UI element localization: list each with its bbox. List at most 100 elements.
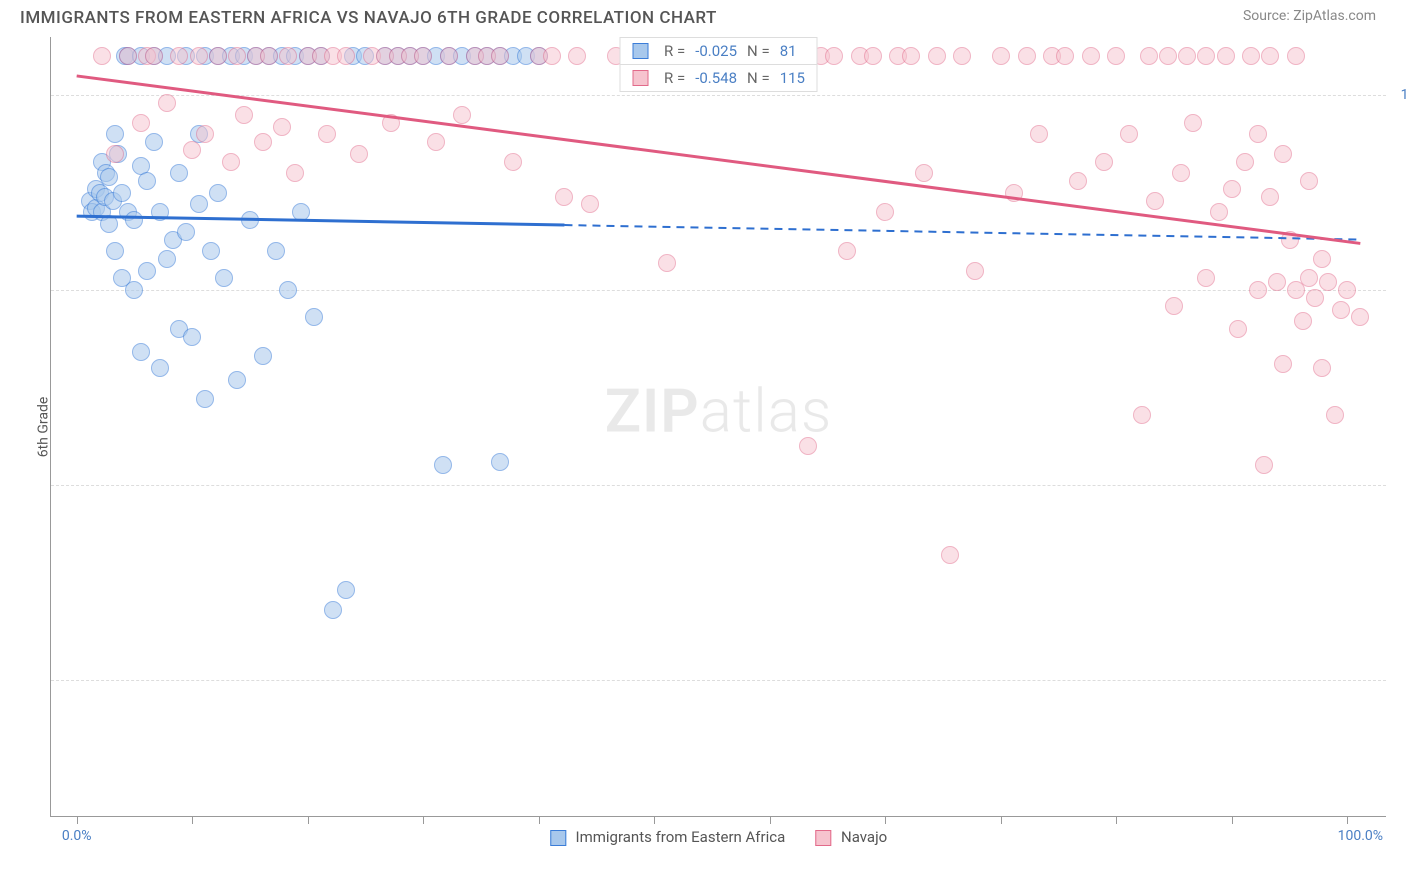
data-point [1249,281,1267,299]
data-point [1107,47,1125,65]
legend-swatch-series-b [632,70,648,86]
data-point [138,172,156,190]
x-tick [885,816,886,824]
data-point [106,145,124,163]
data-point [382,114,400,132]
trend-line [77,216,565,225]
data-point [1172,164,1190,182]
data-point [1159,47,1177,65]
data-point [568,47,586,65]
data-point [1069,172,1087,190]
grid-line [51,290,1386,291]
x-tick-label-left: 0.0% [62,828,92,844]
legend-row-series-a: R = -0.025 N = 81 [620,38,817,65]
x-tick-label-right: 100.0% [1338,828,1383,844]
legend-n-value: 115 [780,69,805,87]
data-point [434,456,452,474]
data-point [1184,114,1202,132]
data-point [177,223,195,241]
legend-correlation-box: R = -0.025 N = 81 R = -0.548 N = 115 [619,37,818,92]
data-point [93,47,111,65]
x-tick [192,816,193,824]
x-tick [1116,816,1117,824]
data-point [273,118,291,136]
data-point [113,184,131,202]
data-point [1261,47,1279,65]
scatter-chart: 6th Grade ZIPatlas R = -0.025 N = 81 R =… [50,37,1386,817]
data-point [1005,184,1023,202]
legend-bottom: Immigrants from Eastern Africa Navajo [550,828,887,846]
data-point [581,195,599,213]
data-point [825,47,843,65]
data-point [491,453,509,471]
data-point [158,250,176,268]
data-point [504,153,522,171]
data-point [202,242,220,260]
data-point [543,47,561,65]
x-tick [308,816,309,824]
data-point [915,164,933,182]
x-tick [423,816,424,824]
data-point [170,47,188,65]
data-point [1223,180,1241,198]
watermark: ZIPatlas [605,375,833,446]
data-point [196,125,214,143]
data-point [100,168,118,186]
legend-r-value: -0.548 [695,69,737,87]
data-point [1095,153,1113,171]
data-point [106,242,124,260]
data-point [1229,320,1247,338]
data-point [1165,297,1183,315]
data-point [1133,406,1151,424]
x-tick [1232,816,1233,824]
data-point [151,203,169,221]
data-point [1030,125,1048,143]
data-point [190,47,208,65]
data-point [125,281,143,299]
data-point [838,242,856,260]
legend-n-value: 81 [780,42,797,60]
data-point [241,211,259,229]
data-point [106,125,124,143]
data-point [1313,359,1331,377]
data-point [1300,269,1318,287]
data-point [902,47,920,65]
data-point [1351,308,1369,326]
data-point [1274,355,1292,373]
data-point [1326,406,1344,424]
data-point [337,47,355,65]
legend-swatch-series-a [632,43,648,59]
legend-item-series-b: Navajo [815,828,887,846]
data-point [1236,153,1254,171]
data-point [864,47,882,65]
data-point [1274,145,1292,163]
legend-swatch-icon [815,830,831,846]
grid-line [51,95,1386,96]
data-point [1338,281,1356,299]
data-point [1217,47,1235,65]
data-point [1120,125,1138,143]
data-point [953,47,971,65]
data-point [235,106,253,124]
data-point [1018,47,1036,65]
data-point [337,581,355,599]
data-point [1249,125,1267,143]
data-point [1178,47,1196,65]
data-point [1255,456,1273,474]
data-point [1197,47,1215,65]
data-point [215,269,233,287]
data-point [928,47,946,65]
data-point [190,195,208,213]
data-point [209,184,227,202]
data-point [966,262,984,280]
legend-r-label: R = [664,69,685,87]
data-point [1300,172,1318,190]
data-point [1261,188,1279,206]
legend-r-label: R = [664,42,685,60]
data-point [286,164,304,182]
x-tick [654,816,655,824]
x-tick [1347,816,1348,824]
data-point [138,262,156,280]
data-point [1313,250,1331,268]
data-point [209,47,227,65]
